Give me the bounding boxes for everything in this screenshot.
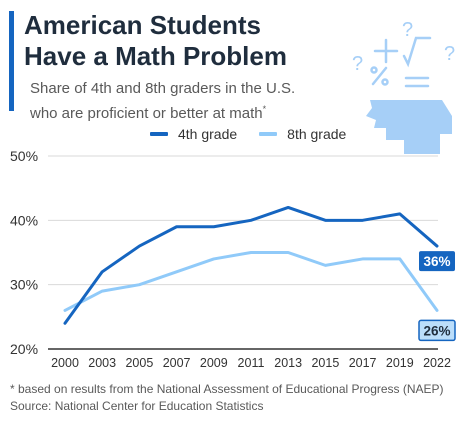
subtitle-line-2: who are proficient or better at math (30, 105, 263, 122)
legend-item-8th-grade: 8th grade (259, 126, 346, 142)
x-tick-label: 2005 (125, 356, 153, 370)
x-tick-label: 2007 (163, 356, 191, 370)
chart-subtitle: Share of 4th and 8th graders in the U.S.… (30, 79, 330, 124)
end-label-box (419, 251, 455, 272)
end-label-8th-grade: 26% (418, 319, 456, 342)
title-accent-bar (9, 11, 14, 111)
legend-swatch-8th-grade (259, 132, 278, 136)
x-tick-label: 2009 (200, 356, 228, 370)
y-tick-label: 50% (10, 148, 38, 164)
head-with-math-symbols-icon: ? ? ? (352, 19, 455, 154)
question-mark-icon: ? (402, 19, 413, 41)
x-tick-label: 2003 (88, 356, 116, 370)
legend-swatch-4th-grade (150, 132, 168, 136)
series-line-8th-grade (63, 251, 439, 312)
x-tick-label: 2017 (349, 356, 377, 370)
legend-item-4th-grade: 4th grade (150, 126, 237, 142)
end-label-text: 36% (423, 254, 450, 269)
x-tick-label: 2019 (386, 356, 414, 370)
legend-label-4th-grade: 4th grade (178, 126, 238, 142)
question-mark-icon: ? (444, 43, 455, 65)
end-label-text: 26% (423, 323, 450, 338)
footnote-note: * based on results from the National Ass… (10, 382, 444, 396)
subtitle-footnote-mark: * (262, 104, 267, 114)
title-line-1: American Students (24, 10, 261, 40)
series-line-4th-grade (63, 205, 439, 325)
y-tick-label: 40% (10, 212, 38, 228)
x-tick-label: 2011 (238, 356, 265, 370)
x-tick-label: 2015 (311, 356, 339, 370)
x-tick-label: 2022 (423, 356, 451, 370)
y-tick-label: 30% (10, 277, 38, 293)
head-silhouette-icon (366, 100, 452, 154)
chart-title: American Students Have a Math Problem (24, 10, 354, 72)
question-mark-icon: ? (352, 53, 363, 75)
x-tick-label: 2000 (51, 356, 79, 370)
footnote-source: Source: National Center for Education St… (10, 399, 264, 413)
x-tick-label: 2013 (274, 356, 302, 370)
y-tick-label: 20% (10, 341, 38, 357)
title-line-2: Have a Math Problem (24, 41, 287, 71)
chart-legend: 4th grade 8th grade (150, 124, 368, 144)
chart-footnote: * based on results from the National Ass… (10, 381, 470, 415)
end-label-4th-grade: 36% (419, 251, 455, 272)
end-label-box (418, 319, 456, 342)
legend-label-8th-grade: 8th grade (287, 126, 347, 142)
subtitle-line-1: Share of 4th and 8th graders in the U.S. (30, 80, 296, 97)
